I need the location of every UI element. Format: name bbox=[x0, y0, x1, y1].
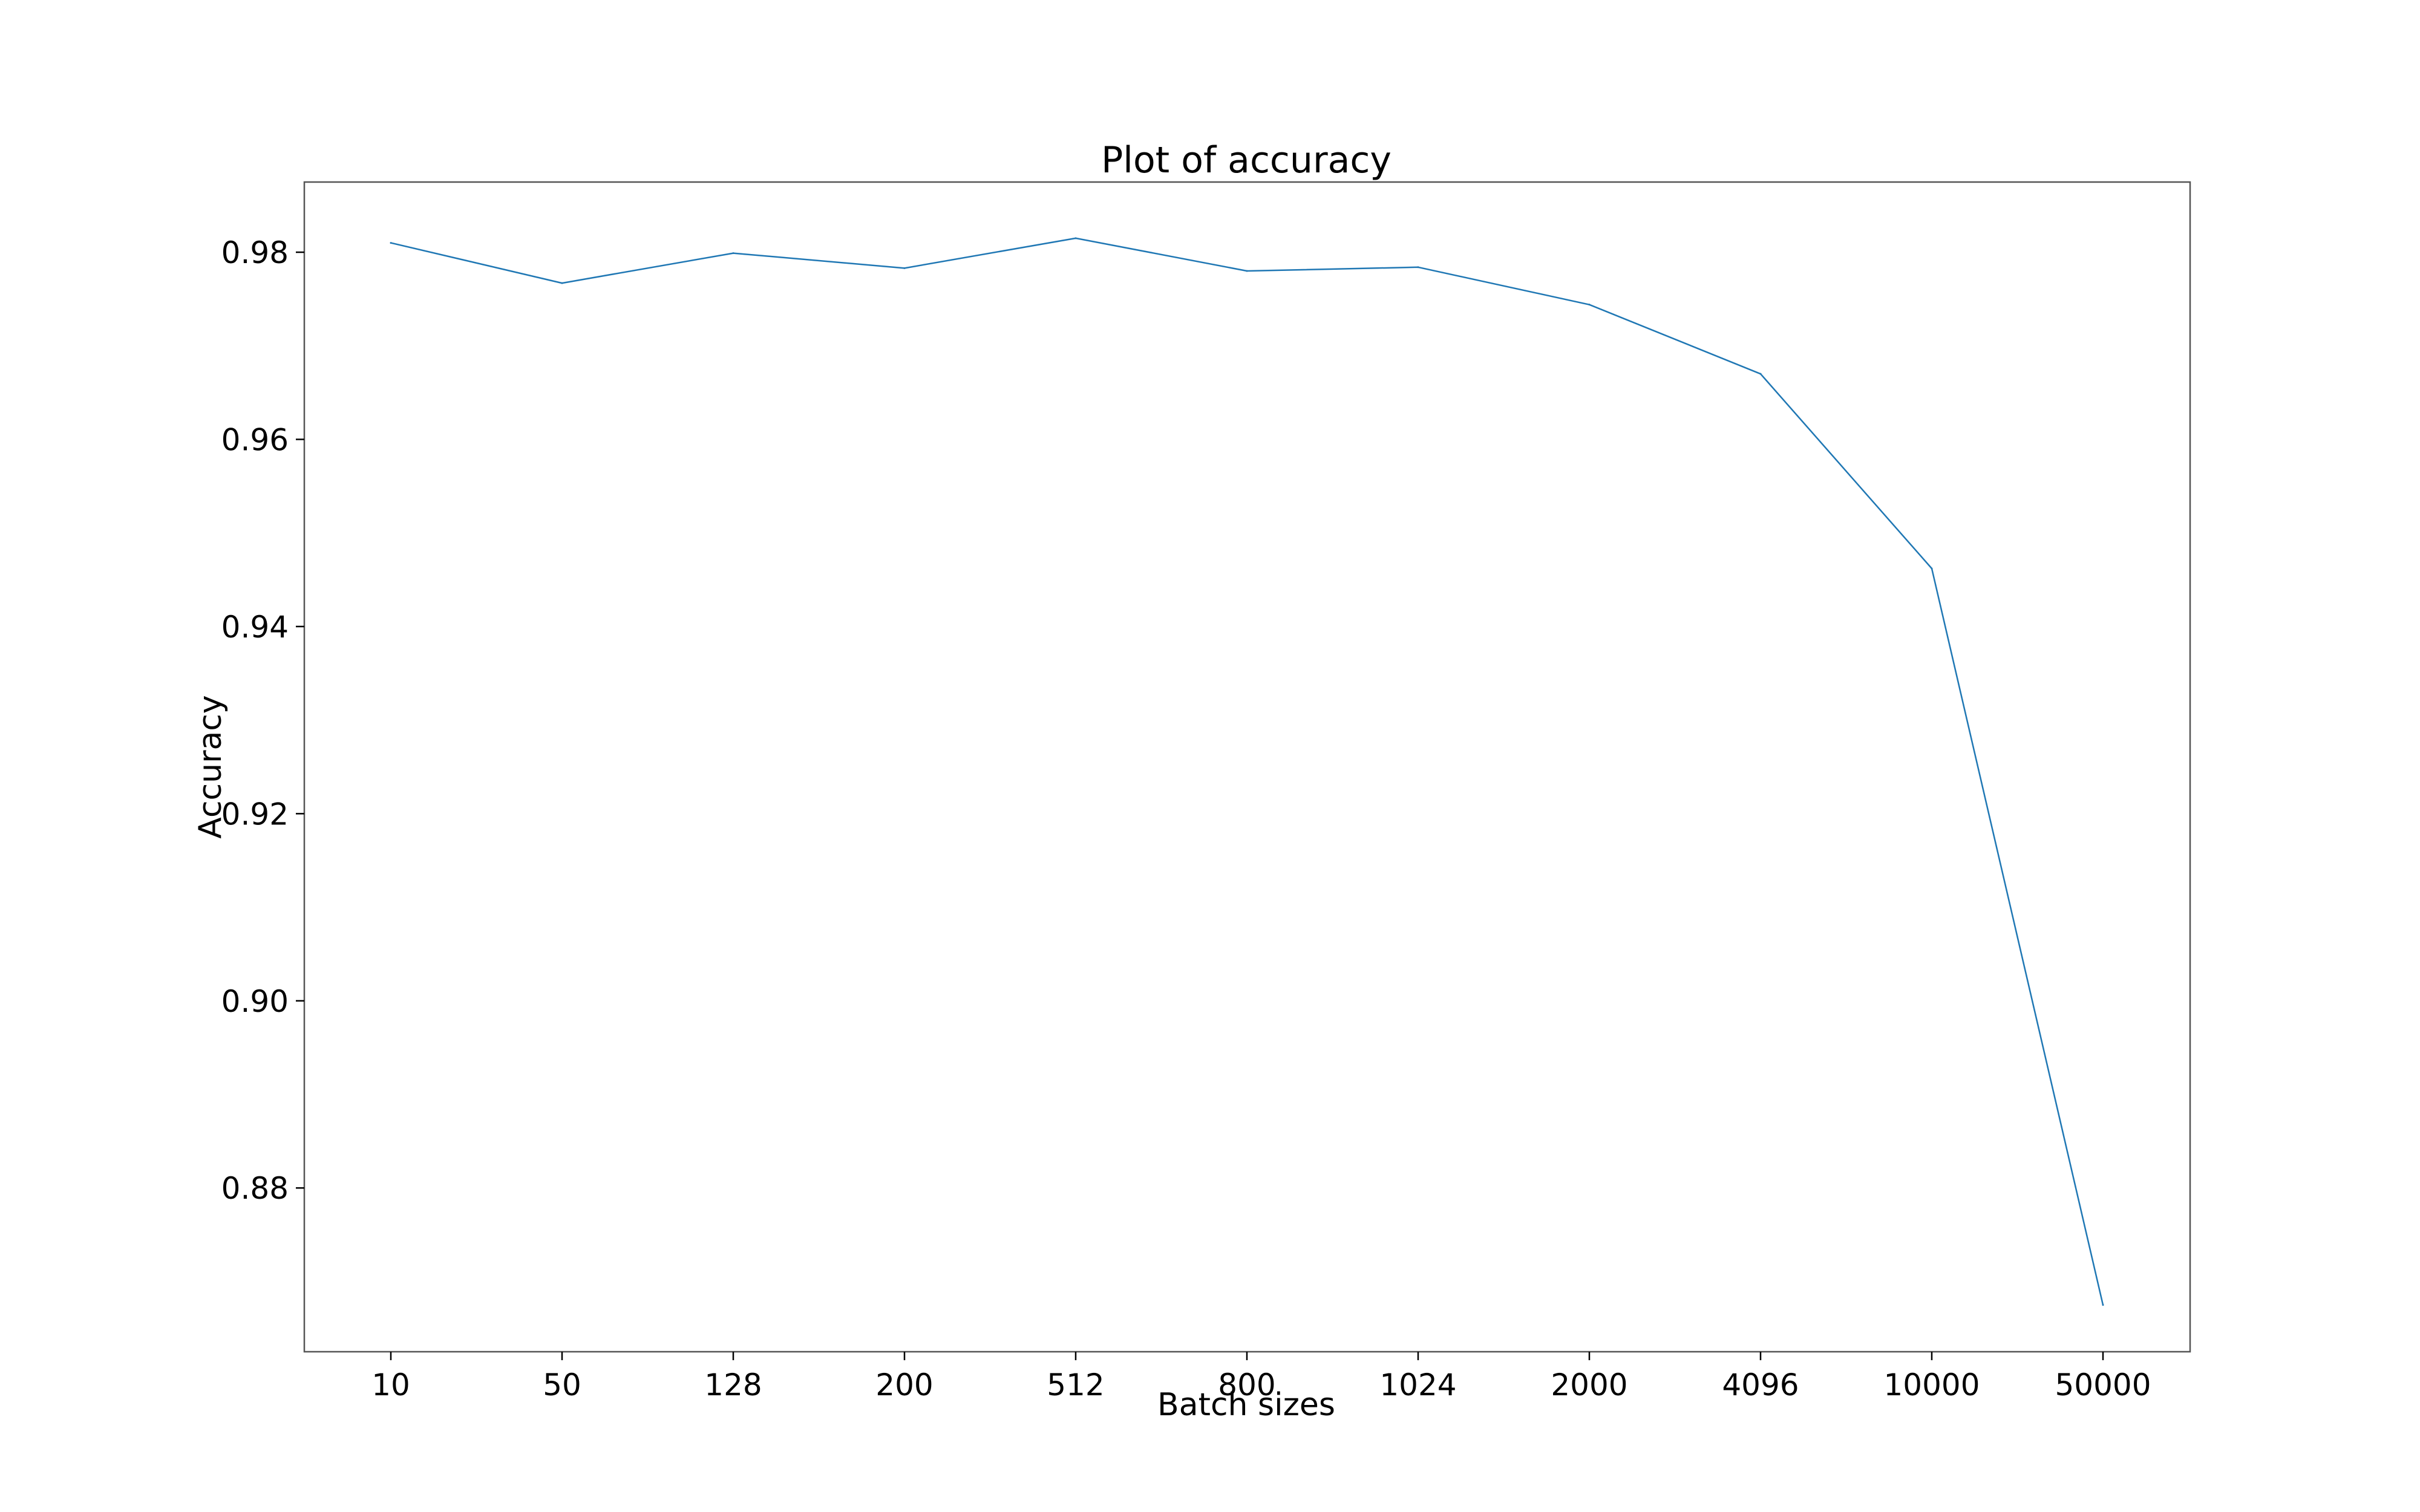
data-point bbox=[1074, 237, 1077, 240]
y-tick-label: 0.98 bbox=[221, 235, 289, 270]
data-point bbox=[2102, 1304, 2104, 1306]
y-tick-label: 0.92 bbox=[221, 797, 289, 832]
y-tick-label: 0.94 bbox=[221, 610, 289, 645]
data-point bbox=[732, 252, 734, 255]
data-point bbox=[390, 242, 392, 244]
plot-frame bbox=[303, 181, 2191, 1353]
y-axis-label: Accuracy bbox=[192, 695, 229, 838]
x-axis: 10 50 128 200 512 800 1024 2000 4096 10000 50000 bbox=[371, 1352, 2151, 1403]
data-point bbox=[1931, 567, 1933, 570]
data-point bbox=[1588, 304, 1591, 306]
x-tick-label: 50 bbox=[543, 1367, 581, 1403]
x-tick-label: 10 bbox=[371, 1367, 410, 1403]
data-point bbox=[1417, 266, 1419, 269]
x-axis-label: Batch sizes bbox=[1157, 1387, 1335, 1423]
x-tick-label: 128 bbox=[704, 1367, 762, 1403]
x-tick-label: 1024 bbox=[1379, 1367, 1456, 1403]
y-axis: 0.88 0.90 0.92 0.94 0.96 0.98 bbox=[221, 235, 304, 1206]
y-tick-label: 0.96 bbox=[221, 422, 289, 457]
data-point bbox=[1246, 270, 1248, 272]
x-tick-label: 800 bbox=[1218, 1367, 1275, 1403]
series-layer bbox=[390, 237, 2104, 1306]
data-point bbox=[1759, 373, 1762, 375]
x-tick-label: 2000 bbox=[1551, 1367, 1627, 1403]
chart-title: Plot of accuracy bbox=[1101, 139, 1392, 181]
data-point bbox=[561, 282, 563, 284]
y-tick-label: 0.90 bbox=[221, 984, 289, 1019]
x-tick-label: 50000 bbox=[2055, 1367, 2151, 1403]
y-tick-label: 0.88 bbox=[221, 1171, 289, 1206]
x-tick-label: 200 bbox=[875, 1367, 933, 1403]
x-tick-label: 512 bbox=[1047, 1367, 1104, 1403]
data-point bbox=[903, 267, 906, 269]
x-tick-label: 4096 bbox=[1722, 1367, 1799, 1403]
x-tick-label: 10000 bbox=[1883, 1367, 1980, 1403]
accuracy-series-line bbox=[390, 237, 2104, 1305]
